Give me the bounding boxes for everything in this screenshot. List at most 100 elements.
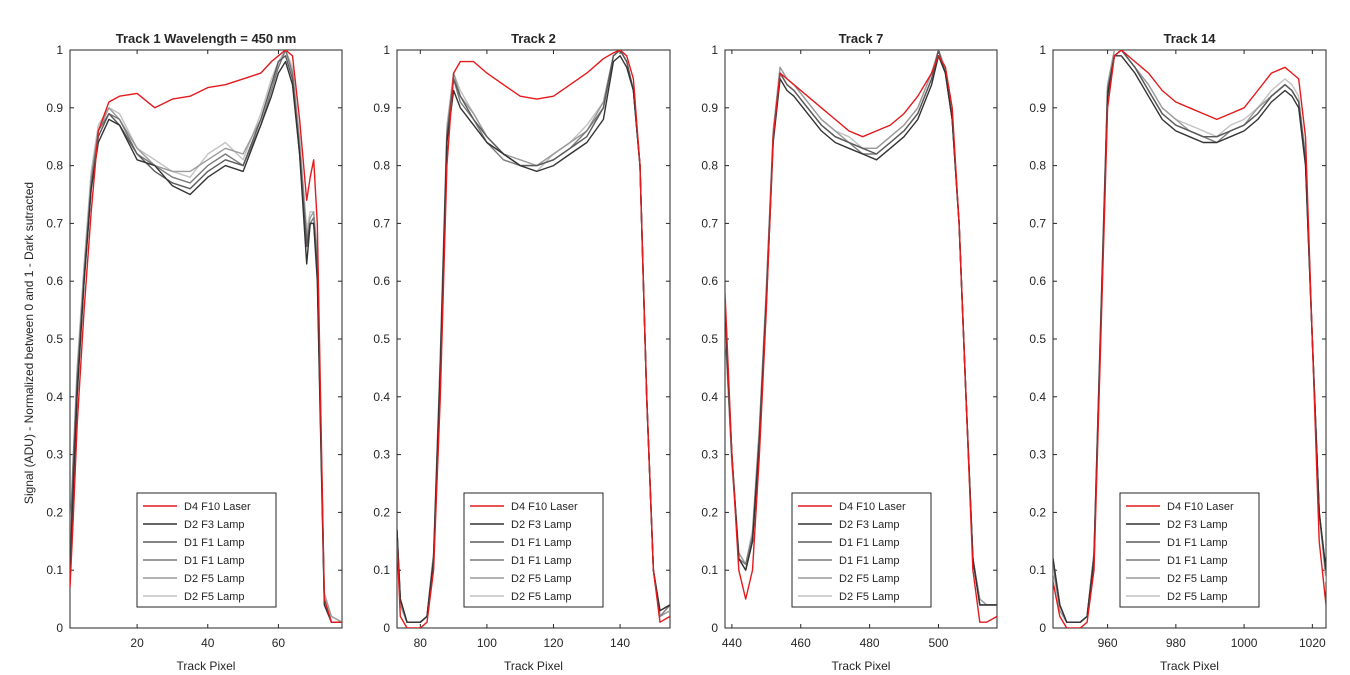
y-tick-label: 0.7 <box>1029 216 1046 230</box>
series-lines <box>1053 50 1326 628</box>
x-tick-label: 120 <box>543 636 563 650</box>
legend-label: D2 F5 Lamp <box>839 591 900 603</box>
legend-label: D2 F5 Lamp <box>184 591 245 603</box>
y-tick-label: 0.4 <box>701 390 718 404</box>
x-tick-label: 60 <box>272 636 286 650</box>
y-tick-label: 0.5 <box>373 332 390 346</box>
y-tick-label: 0.3 <box>46 448 63 462</box>
y-tick-label: 0.8 <box>701 159 718 173</box>
x-tick-label: 980 <box>1166 636 1186 650</box>
y-tick-label: 0.6 <box>1029 274 1046 288</box>
legend-label: D1 F1 Lamp <box>511 537 572 549</box>
legend-label: D4 F10 Laser <box>839 501 906 513</box>
legend-label: D4 F10 Laser <box>1167 501 1234 513</box>
y-tick-label: 1 <box>383 43 390 57</box>
legend-box <box>1119 492 1260 608</box>
x-tick-label: 80 <box>414 636 428 650</box>
y-tick-label: 0 <box>383 621 390 635</box>
series-line-4 <box>70 50 342 623</box>
legend-label: D1 F1 Lamp <box>1167 537 1228 549</box>
legend-label: D1 F1 Lamp <box>184 537 245 549</box>
legend-label: D2 F3 Lamp <box>839 519 900 531</box>
series-line-2 <box>1053 55 1326 623</box>
y-tick-label: 0 <box>1039 621 1046 635</box>
legend-label: D1 F1 Lamp <box>839 555 900 567</box>
series-line-1 <box>1053 50 1326 628</box>
series-line-1 <box>397 50 670 628</box>
y-tick-label: 0.5 <box>46 332 63 346</box>
x-tick-label: 40 <box>201 636 215 650</box>
y-tick-label: 0.7 <box>46 216 63 230</box>
legend-label: D4 F10 Laser <box>184 501 251 513</box>
panels: Track 1 Wavelength = 450 nm Track Pixel 0 0… <box>46 31 1327 673</box>
y-tick-label: 0.9 <box>46 101 63 115</box>
x-tick-label: 100 <box>477 636 497 650</box>
x-tick-label: 480 <box>860 636 880 650</box>
legend-label: D1 F1 Lamp <box>184 555 245 567</box>
legend-label: D2 F3 Lamp <box>1167 519 1228 531</box>
x-axis-label: Track Pixel <box>1160 659 1219 673</box>
y-tick-label: 0.6 <box>701 274 718 288</box>
legend-label: D2 F3 Lamp <box>184 519 245 531</box>
legend-label: D1 F1 Lamp <box>1167 555 1228 567</box>
legend-label: D2 F5 Lamp <box>1167 573 1228 585</box>
y-tick-label: 0 <box>711 621 718 635</box>
series-line-1 <box>725 55 997 623</box>
x-axis-label: Track Pixel <box>504 659 563 673</box>
x-tick-label: 1000 <box>1231 636 1258 650</box>
legend-label: D2 F5 Lamp <box>511 573 572 585</box>
chart-title: Track 2 <box>511 31 556 46</box>
legend-label: D2 F5 Lamp <box>511 591 572 603</box>
y-tick-label: 0.8 <box>46 159 63 173</box>
series-lines <box>70 50 342 623</box>
y-tick-label: 0.1 <box>1029 563 1046 577</box>
legend: D4 F10 Laser D2 F3 Lamp D1 F1 Lamp D1 F1 La… <box>463 492 604 608</box>
legend-box <box>463 492 604 608</box>
legend: D4 F10 Laser D2 F3 Lamp D1 F1 Lamp D1 F1 La… <box>136 492 277 608</box>
legend-box <box>136 492 277 608</box>
x-tick-label: 460 <box>791 636 811 650</box>
y-tick-label: 0.3 <box>701 448 718 462</box>
series-lines <box>725 50 997 623</box>
chart-title: Track 7 <box>839 31 884 46</box>
y-tick-label: 0.3 <box>1029 448 1046 462</box>
legend-label: D4 F10 Laser <box>511 501 578 513</box>
y-tick-label: 0.1 <box>701 563 718 577</box>
series-line-1 <box>70 50 342 623</box>
y-tick-label: 0.4 <box>373 390 390 404</box>
y-tick-label: 0.1 <box>46 563 63 577</box>
y-tick-label: 0.1 <box>373 563 390 577</box>
y-tick-label: 0.4 <box>1029 390 1046 404</box>
y-tick-label: 0.2 <box>1029 505 1046 519</box>
figure-y-axis-label: Signal (ADU) - Normalized between 0 and … <box>22 182 36 504</box>
legend-label: D2 F5 Lamp <box>1167 591 1228 603</box>
legend-label: D2 F3 Lamp <box>511 519 572 531</box>
y-tick-label: 1 <box>711 43 718 57</box>
legend-label: D1 F1 Lamp <box>511 555 572 567</box>
y-tick-label: 0.8 <box>373 159 390 173</box>
legend-box <box>791 492 932 608</box>
chart-panel-4: Track 14 Track Pixel 0 0.1 0.2 0.3 0.4 0.5 0.6 0.… <box>1029 31 1327 673</box>
y-tick-label: 0 <box>56 621 63 635</box>
y-tick-label: 0.3 <box>373 448 390 462</box>
y-tick-label: 0.5 <box>701 332 718 346</box>
x-axis-label: Track Pixel <box>832 659 891 673</box>
series-lines <box>397 50 670 628</box>
chart-title: Track 14 <box>1163 31 1216 46</box>
chart-title: Track 1 Wavelength = 450 nm <box>116 31 297 46</box>
y-tick-label: 0.2 <box>701 505 718 519</box>
y-tick-label: 0.9 <box>1029 101 1046 115</box>
legend-label: D1 F1 Lamp <box>839 537 900 549</box>
legend-label: D2 F5 Lamp <box>184 573 245 585</box>
chart-panel-1: Track 1 Wavelength = 450 nm Track Pixel 0 0… <box>46 31 343 673</box>
y-tick-label: 1 <box>56 43 63 57</box>
x-tick-label: 140 <box>610 636 630 650</box>
x-tick-label: 500 <box>928 636 948 650</box>
y-tick-label: 1 <box>1039 43 1046 57</box>
y-tick-label: 0.9 <box>373 101 390 115</box>
y-tick-label: 0.4 <box>46 390 63 404</box>
legend: D4 F10 Laser D2 F3 Lamp D1 F1 Lamp D1 F1 La… <box>1119 492 1260 608</box>
y-tick-label: 0.7 <box>373 216 390 230</box>
y-tick-label: 0.6 <box>373 274 390 288</box>
